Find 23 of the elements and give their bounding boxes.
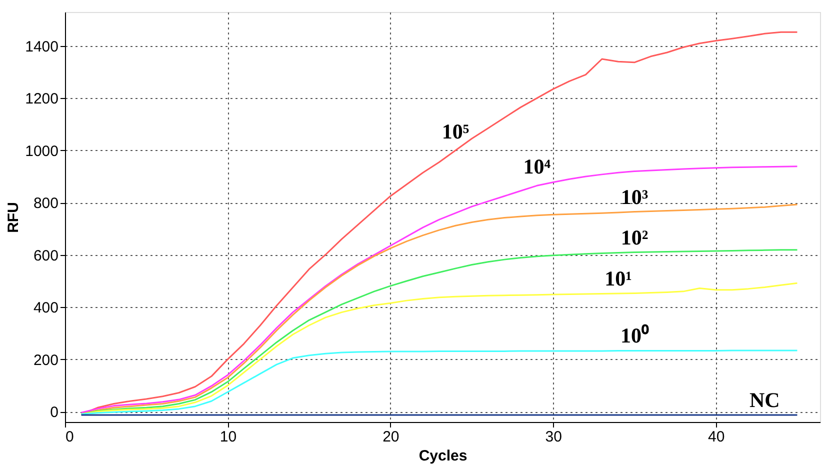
y-axis-title: RFU [5, 202, 22, 233]
x-tick-label: 20 [382, 428, 400, 446]
y-tick-label: 1400 [25, 38, 58, 56]
x-axis-title: Cycles [418, 448, 468, 464]
y-tick-label: 800 [33, 195, 58, 212]
series-label: 10⁴ [523, 154, 552, 179]
y-tick-label: 200 [33, 352, 58, 369]
x-tick-label: 0 [66, 428, 74, 446]
series-label: 10⁰ [620, 324, 650, 348]
y-tick-label: 1200 [25, 90, 58, 108]
series-label: 10¹ [604, 266, 632, 291]
y-tick-label: 1000 [25, 142, 58, 160]
y-tick-label: 0 [50, 404, 58, 422]
line-series [80, 350, 798, 415]
series-label: 10⁵ [442, 119, 470, 144]
x-tick-label: 10 [220, 428, 237, 446]
x-tick-label: 40 [708, 428, 725, 446]
y-tick-label: 600 [33, 247, 58, 264]
series-label: NC [750, 388, 780, 412]
series-label: 10³ [620, 184, 648, 209]
y-tick-label: 400 [33, 300, 58, 317]
x-tick-label: 30 [545, 428, 562, 446]
series-label: 10² [620, 225, 648, 250]
